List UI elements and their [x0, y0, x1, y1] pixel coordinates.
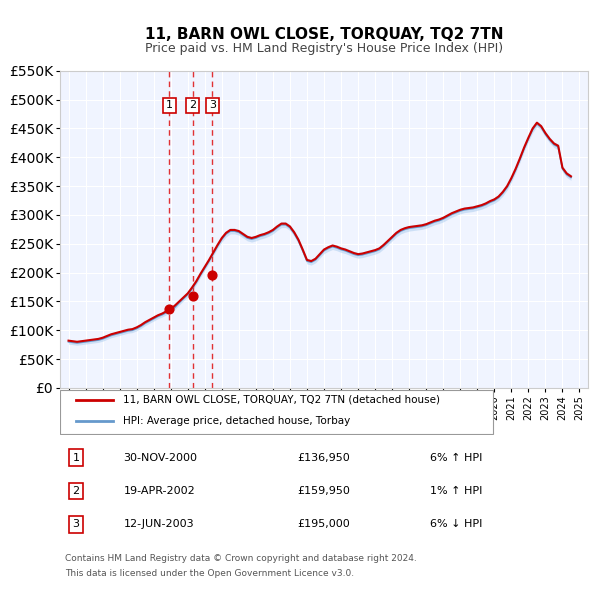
Text: 3: 3 [209, 100, 216, 110]
Text: £159,950: £159,950 [298, 486, 350, 496]
Text: Contains HM Land Registry data © Crown copyright and database right 2024.: Contains HM Land Registry data © Crown c… [65, 555, 417, 563]
Point [164, 304, 174, 314]
Text: Price paid vs. HM Land Registry's House Price Index (HPI): Price paid vs. HM Land Registry's House … [145, 42, 503, 55]
Text: 11, BARN OWL CLOSE, TORQUAY, TQ2 7TN (detached house): 11, BARN OWL CLOSE, TORQUAY, TQ2 7TN (de… [124, 395, 440, 405]
Text: 2: 2 [189, 100, 196, 110]
FancyBboxPatch shape [60, 390, 493, 434]
Text: 3: 3 [73, 519, 79, 529]
Text: 19-APR-2002: 19-APR-2002 [124, 486, 195, 496]
Text: 6% ↓ HPI: 6% ↓ HPI [430, 519, 482, 529]
Text: HPI: Average price, detached house, Torbay: HPI: Average price, detached house, Torb… [124, 416, 350, 426]
Text: 1: 1 [166, 100, 173, 110]
Text: 2: 2 [72, 486, 79, 496]
Text: 12-JUN-2003: 12-JUN-2003 [124, 519, 194, 529]
Text: This data is licensed under the Open Government Licence v3.0.: This data is licensed under the Open Gov… [65, 569, 355, 578]
Text: 1: 1 [73, 453, 79, 463]
Text: 6% ↑ HPI: 6% ↑ HPI [430, 453, 482, 463]
Text: £195,000: £195,000 [298, 519, 350, 529]
Text: 1% ↑ HPI: 1% ↑ HPI [430, 486, 482, 496]
Point [208, 271, 217, 280]
Text: 11, BARN OWL CLOSE, TORQUAY, TQ2 7TN: 11, BARN OWL CLOSE, TORQUAY, TQ2 7TN [145, 27, 503, 41]
Point [188, 291, 197, 300]
Text: 30-NOV-2000: 30-NOV-2000 [124, 453, 197, 463]
Text: £136,950: £136,950 [298, 453, 350, 463]
